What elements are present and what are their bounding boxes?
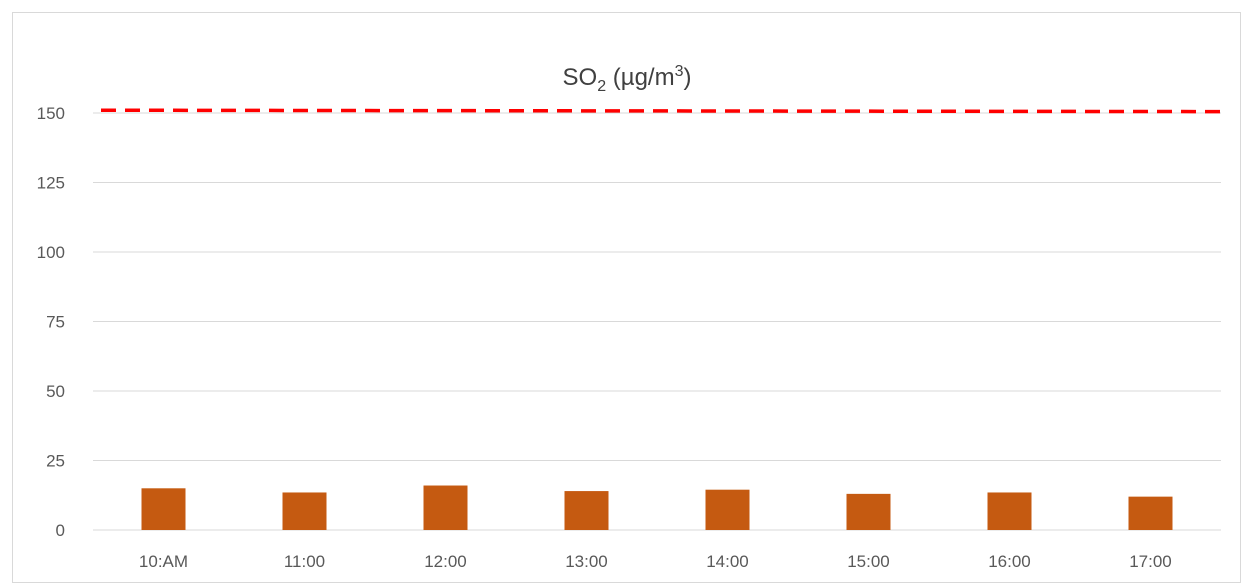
y-tick-label: 0 <box>56 521 65 540</box>
reference-line-group <box>100 108 1222 114</box>
y-tick-label: 100 <box>37 243 65 262</box>
y-tick-label: 150 <box>37 104 65 123</box>
gridlines <box>93 112 1221 531</box>
bar <box>1128 496 1173 530</box>
bar <box>564 491 609 530</box>
chart-title-main: SO <box>563 64 598 91</box>
x-tick-label: 14:00 <box>706 552 749 571</box>
y-tick-label: 25 <box>46 452 65 471</box>
chart-title-subscript: 2 <box>597 78 606 95</box>
chart-title: SO2 (µg/m3) <box>563 63 692 95</box>
bar <box>282 492 327 530</box>
y-tick-label: 50 <box>46 382 65 401</box>
chart-title-middle: (µg/m <box>606 64 675 91</box>
bar <box>987 492 1032 530</box>
bar <box>705 489 750 530</box>
reference-line <box>100 108 1222 114</box>
bar <box>423 485 468 530</box>
x-tick-label: 17:00 <box>1129 552 1172 571</box>
x-tick-label: 11:00 <box>284 552 325 571</box>
chart-title-superscript: 3 <box>675 63 684 80</box>
chart-area: SO2 (µg/m3) 0 25 50 75 100 125 150 10:AM 11:00 1… <box>12 12 1241 583</box>
y-axis-tick-labels: 0 25 50 75 100 125 150 <box>37 104 65 540</box>
bar <box>141 488 186 530</box>
x-tick-label: 15:00 <box>847 552 890 571</box>
x-tick-label: 13:00 <box>565 552 608 571</box>
bar <box>846 493 891 530</box>
x-axis-tick-labels: 10:AM 11:00 12:00 13:00 14:00 15:00 16:00 17:00 <box>139 552 1172 571</box>
chart-title-end: ) <box>684 64 692 91</box>
bars <box>141 485 1173 530</box>
y-tick-label: 75 <box>46 313 65 332</box>
x-tick-label: 16:00 <box>988 552 1031 571</box>
x-tick-label: 12:00 <box>424 552 467 571</box>
x-tick-label: 10:AM <box>139 552 188 571</box>
y-tick-label: 125 <box>37 174 65 193</box>
